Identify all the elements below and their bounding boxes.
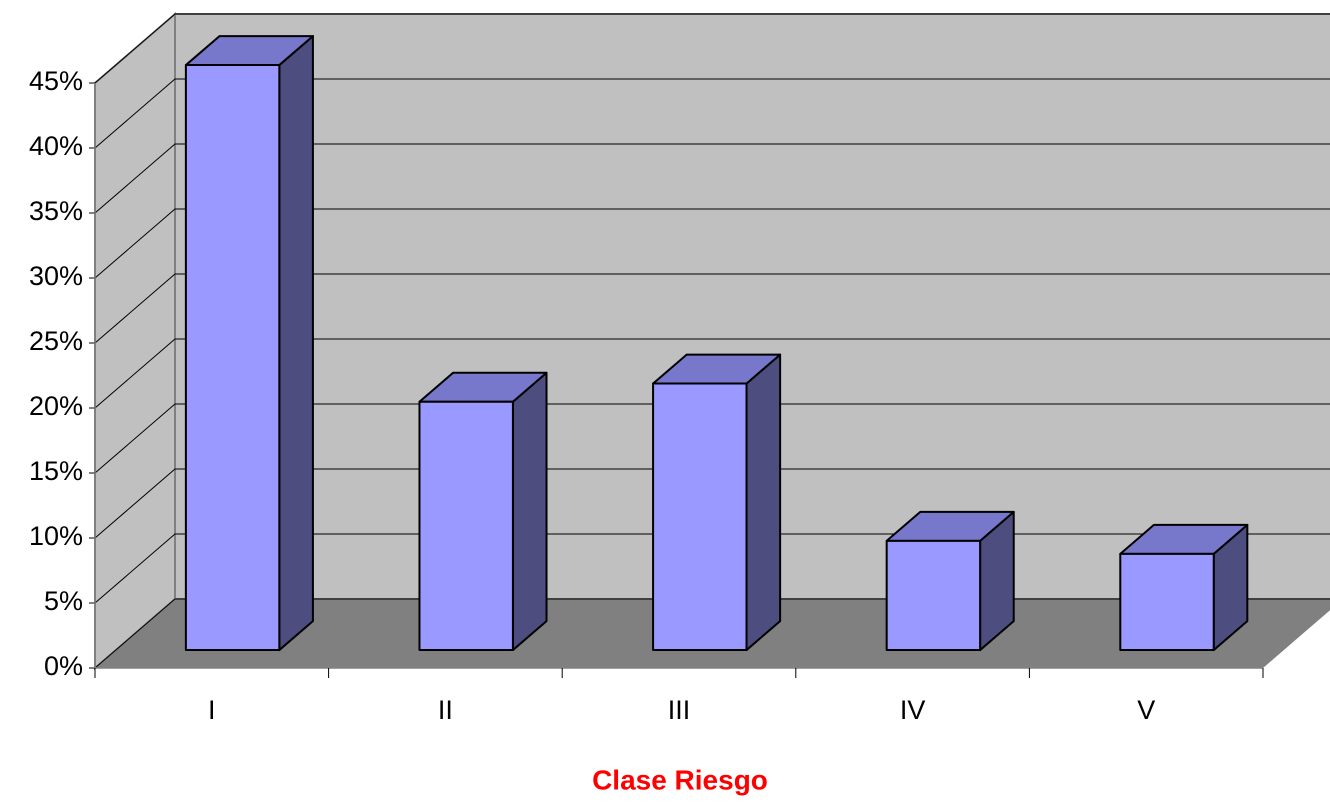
- bar-side: [511, 371, 548, 652]
- x-tick-label: V: [1137, 695, 1155, 725]
- bar: [1119, 552, 1215, 652]
- y-tick-label: 5%: [44, 586, 83, 616]
- bar: [652, 382, 748, 652]
- y-tick-label: 35%: [29, 196, 83, 226]
- y-tick-label: 0%: [44, 651, 83, 681]
- x-tick-label: III: [668, 695, 691, 725]
- grid-line: [94, 403, 1330, 474]
- y-tick-label: 40%: [29, 131, 83, 161]
- grid-line: [94, 338, 1330, 409]
- y-tick-label: 30%: [29, 261, 83, 291]
- grid-line: [94, 273, 1330, 344]
- y-tick-label: 15%: [29, 456, 83, 486]
- side-wall: [94, 11, 176, 671]
- y-tick-label: 45%: [29, 66, 83, 96]
- x-tick-label: I: [208, 695, 216, 725]
- bar: [418, 400, 514, 652]
- bar-side: [745, 353, 782, 652]
- bar-side: [278, 35, 314, 652]
- grid-line: [94, 208, 1330, 279]
- grid-line: [94, 143, 1330, 214]
- bar: [184, 64, 281, 652]
- bar: [885, 539, 982, 652]
- x-tick-label: IV: [900, 695, 926, 725]
- x-axis-label: Clase Riesgo: [592, 764, 768, 795]
- y-tick-label: 10%: [29, 521, 83, 551]
- y-tick-label: 25%: [29, 326, 83, 356]
- y-tick-label: 20%: [29, 391, 83, 421]
- grid-line: [94, 78, 1330, 149]
- x-tick-label: II: [438, 695, 453, 725]
- grid-line: [94, 468, 1330, 539]
- grid-line: [94, 13, 1330, 84]
